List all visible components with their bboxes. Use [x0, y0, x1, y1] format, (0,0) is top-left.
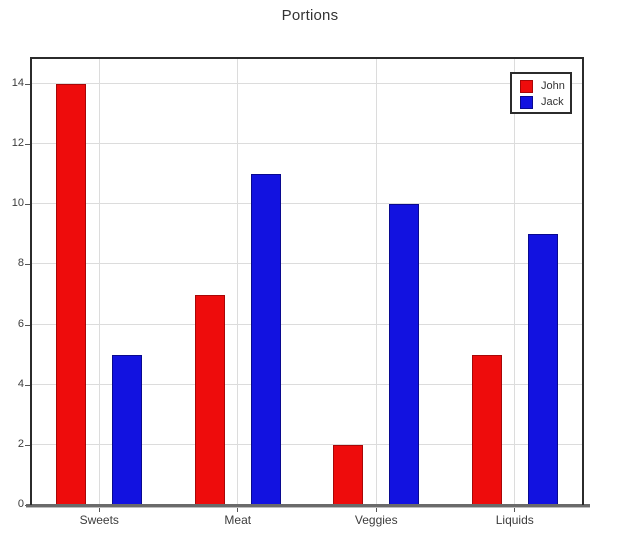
- bar-jack-liquids: [527, 234, 558, 505]
- vertical-gridline: [514, 57, 516, 505]
- x-axis-line: [26, 504, 590, 508]
- x-tick-label: Liquids: [495, 513, 534, 527]
- bar-john-sweets: [56, 84, 87, 505]
- plot-area: John Jack: [30, 57, 584, 505]
- legend-label-jack: Jack: [541, 95, 564, 108]
- bar-john-liquids: [471, 354, 502, 505]
- legend-swatch-john: [520, 79, 533, 93]
- x-tick-mark: [237, 508, 239, 512]
- plot-border-left: [30, 57, 32, 505]
- horizontal-gridline: [30, 83, 584, 85]
- bar-jack-sweets: [112, 354, 143, 505]
- x-tick-mark: [98, 508, 100, 512]
- legend-label-john: John: [541, 79, 565, 92]
- x-tick-label: Veggies: [354, 513, 398, 527]
- y-tick-label: 10: [11, 197, 24, 210]
- x-tick-label: Sweets: [79, 513, 119, 527]
- horizontal-gridline: [30, 383, 584, 385]
- y-tick-label: 6: [17, 317, 24, 330]
- bar-john-veggies: [333, 444, 364, 505]
- vertical-gridline: [237, 57, 239, 505]
- plot-border-top: [30, 57, 584, 59]
- x-tick-mark: [514, 508, 516, 512]
- legend-swatch-jack: [520, 95, 533, 109]
- vertical-gridline: [98, 57, 100, 505]
- y-tick-mark: [25, 384, 30, 386]
- bar-john-meat: [194, 294, 225, 505]
- horizontal-gridline: [30, 443, 584, 445]
- y-tick-label: 4: [17, 377, 24, 390]
- horizontal-gridline: [30, 203, 584, 205]
- y-tick-label: 8: [17, 257, 24, 270]
- y-tick-label: 2: [17, 437, 24, 450]
- bar-jack-meat: [250, 174, 281, 505]
- plot-border-right: [582, 57, 584, 505]
- y-tick-label: 14: [11, 77, 24, 90]
- y-tick-mark: [25, 324, 30, 326]
- legend-item-john: John: [520, 78, 570, 94]
- y-tick-mark: [25, 444, 30, 446]
- y-tick-mark: [25, 204, 30, 206]
- horizontal-gridline: [30, 263, 584, 265]
- y-tick-mark: [25, 144, 30, 146]
- legend: John Jack: [510, 72, 572, 114]
- x-tick-mark: [375, 508, 377, 512]
- bar-jack-veggies: [389, 204, 420, 505]
- x-tick-label: Meat: [224, 513, 252, 527]
- horizontal-gridline: [30, 143, 584, 145]
- y-tick-mark: [25, 264, 30, 266]
- legend-item-jack: Jack: [520, 94, 570, 110]
- y-tick-mark: [25, 84, 30, 86]
- y-tick-label: 12: [11, 137, 24, 150]
- vertical-gridline: [375, 57, 377, 505]
- y-tick-label: 0: [17, 498, 24, 510]
- horizontal-gridline: [30, 323, 584, 325]
- chart-title: Portions: [281, 7, 339, 24]
